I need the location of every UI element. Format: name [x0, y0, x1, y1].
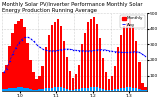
Bar [44, 47, 47, 91]
Bar [102, 89, 104, 91]
Bar [105, 90, 107, 91]
Bar [36, 90, 38, 91]
Bar [48, 35, 50, 91]
Bar [123, 26, 125, 91]
Bar [144, 87, 147, 91]
Bar [81, 88, 83, 91]
Bar [66, 57, 68, 91]
Bar [60, 87, 62, 91]
Bar [87, 88, 89, 91]
Bar [8, 46, 11, 91]
Bar [111, 90, 113, 91]
Bar [108, 90, 110, 91]
Bar [57, 19, 59, 91]
Bar [69, 71, 71, 91]
Bar [32, 72, 35, 91]
Bar [23, 27, 26, 91]
Bar [32, 90, 35, 91]
Bar [81, 44, 83, 91]
Bar [135, 88, 137, 91]
Bar [120, 35, 122, 91]
Bar [78, 89, 80, 91]
Legend: Monthly, Avg: Monthly, Avg [120, 15, 145, 28]
Bar [141, 83, 144, 91]
Bar [2, 89, 5, 91]
Bar [123, 88, 125, 91]
Bar [44, 88, 47, 91]
Bar [138, 62, 140, 91]
Bar [2, 72, 5, 91]
Bar [38, 76, 41, 91]
Bar [135, 41, 137, 91]
Bar [20, 87, 23, 91]
Bar [120, 88, 122, 91]
Bar [114, 89, 116, 91]
Bar [20, 19, 23, 91]
Bar [144, 90, 147, 91]
Bar [108, 79, 110, 91]
Bar [90, 87, 92, 91]
Bar [126, 87, 128, 91]
Bar [54, 87, 56, 91]
Bar [5, 65, 8, 91]
Bar [5, 89, 8, 91]
Bar [57, 87, 59, 91]
Bar [117, 89, 119, 91]
Bar [23, 88, 26, 91]
Bar [26, 43, 29, 91]
Bar [75, 89, 77, 91]
Bar [132, 27, 135, 91]
Bar [63, 41, 65, 91]
Text: Monthly Solar PV/Inverter Performance Monthly Solar Energy Production Running Av: Monthly Solar PV/Inverter Performance Mo… [2, 2, 143, 13]
Bar [105, 72, 107, 91]
Bar [41, 66, 44, 91]
Bar [129, 19, 132, 91]
Bar [141, 90, 144, 91]
Bar [17, 21, 20, 91]
Bar [138, 89, 140, 91]
Bar [66, 89, 68, 91]
Bar [51, 25, 53, 91]
Bar [93, 17, 95, 91]
Bar [11, 88, 14, 91]
Bar [48, 88, 50, 91]
Bar [96, 87, 98, 91]
Bar [93, 87, 95, 91]
Bar [26, 88, 29, 91]
Bar [41, 89, 44, 91]
Bar [8, 88, 11, 91]
Bar [60, 26, 62, 91]
Bar [99, 38, 101, 91]
Bar [17, 87, 20, 91]
Bar [51, 88, 53, 91]
Bar [114, 66, 116, 91]
Bar [14, 88, 17, 91]
Bar [72, 78, 74, 91]
Bar [36, 79, 38, 91]
Bar [90, 19, 92, 91]
Bar [72, 90, 74, 91]
Bar [11, 33, 14, 91]
Bar [54, 22, 56, 91]
Bar [126, 22, 128, 91]
Bar [87, 22, 89, 91]
Bar [84, 33, 86, 91]
Bar [38, 89, 41, 91]
Bar [63, 88, 65, 91]
Bar [132, 88, 135, 91]
Bar [111, 76, 113, 91]
Bar [78, 65, 80, 91]
Bar [29, 89, 32, 91]
Bar [14, 24, 17, 91]
Bar [75, 74, 77, 91]
Bar [99, 88, 101, 91]
Bar [29, 60, 32, 91]
Bar [117, 48, 119, 91]
Bar [69, 90, 71, 91]
Bar [84, 88, 86, 91]
Bar [96, 24, 98, 91]
Bar [102, 58, 104, 91]
Bar [129, 87, 132, 91]
